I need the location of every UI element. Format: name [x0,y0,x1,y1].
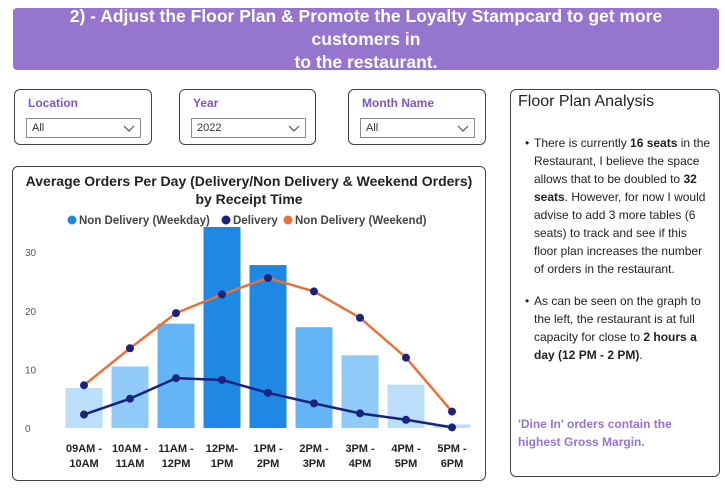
banner-title-line1: 2) - Adjust the Floor Plan & Promote the… [69,5,663,49]
bar-weekday [65,388,103,428]
weekend-point [218,290,226,299]
bullet2-text-1: As can be seen on the graph to the left,… [534,294,701,344]
month-label: Month Name [362,96,434,110]
delivery-point [126,394,134,403]
month-slicer: Month Name All [348,89,486,145]
x-tick-label: 10AM - [112,443,148,455]
weekend-point [448,407,456,416]
weekend-point [126,344,134,353]
legend-label-1: Delivery [233,215,278,227]
year-value: 2022 [197,122,222,134]
location-slicer: Location All [14,89,152,145]
x-tick-label: 4PM - [391,443,421,455]
legend-marker-1 [221,215,231,225]
analysis-bullet-seats: There is currently 16 seats in the Resta… [525,134,711,278]
weekend-point [264,273,272,282]
bullet1-text-2: in the Restaurant, I believe the space a… [534,136,711,186]
bullet1-bold-1: 16 seats [630,136,678,150]
x-tick-label: 1PM - [253,443,283,455]
weekend-point [402,353,410,362]
bar-weekday [203,226,241,428]
bullet1-text-1: There is currently [534,136,631,150]
location-value: All [32,122,45,134]
location-label: Location [28,96,78,110]
chart-title: Average Orders Per Day (Delivery/Non Del… [13,172,485,208]
chevron-down-icon [288,125,300,132]
legend-label-0: Non Delivery (Weekday) [79,215,210,227]
delivery-point [356,409,364,418]
legend-label-2: Non Delivery (Weekend) [295,215,427,227]
x-tick-label: 2PM [257,458,280,470]
x-tick-label: 1PM [211,458,234,470]
analysis-title: Floor Plan Analysis [518,93,655,110]
weekend-point [310,287,318,296]
month-dropdown[interactable]: All [360,118,475,138]
x-tick-label: 4PM [349,458,372,470]
year-dropdown[interactable]: 2022 [191,118,306,138]
month-value: All [366,122,379,134]
year-slicer: Year 2022 [179,89,316,145]
x-tick-label: 12PM- [206,443,239,455]
weekend-point [80,381,88,390]
bullet2-bold-1: 2 hours a day (12 PM - 2 PM) [534,330,697,362]
x-tick-label: 3PM [303,458,326,470]
x-tick-label: 11AM - [158,443,194,455]
x-tick-label: 09AM - [66,443,102,455]
chart-title-line2: by Receipt Time [195,191,303,207]
delivery-point [310,399,318,408]
delivery-point [172,374,180,383]
legend-marker-2 [283,215,293,225]
bar-weekday [295,327,333,428]
x-tick-label: 5PM - [437,443,467,455]
delivery-point [448,423,456,432]
banner-title-line2: to the restaurant. [294,51,438,72]
bullet2-text-2: . [639,348,643,362]
delivery-point [80,410,88,419]
y-tick-label: 0 [25,424,31,435]
bullet1-text-3: . However, for now I would advise to add… [534,190,706,276]
x-tick-label: 2PM - [299,443,329,455]
x-tick-label: 12PM [162,458,191,470]
y-tick-label: 30 [25,248,37,259]
legend-marker-0 [67,215,77,225]
chart-title-line1: Average Orders Per Day (Delivery/Non Del… [25,173,473,189]
orders-chart: Non Delivery (Weekday) Delivery Non Delive… [25,215,471,470]
chevron-down-icon [123,125,135,132]
delivery-point [218,375,226,384]
analysis-bullet-capacity: As can be seen on the graph to the left,… [525,292,711,364]
analysis-bullets: There is currently 16 seats in the Resta… [525,134,711,378]
floor-plan-analysis-panel: Floor Plan Analysis There is currently 1… [510,89,720,477]
chevron-down-icon [457,125,469,132]
y-tick-label: 20 [25,307,37,318]
x-tick-label: 3PM - [345,443,375,455]
header-banner: 2) - Adjust the Floor Plan & Promote the… [13,5,719,72]
x-tick-label: 6PM [441,458,464,470]
x-tick-label: 11AM [116,458,145,470]
delivery-point [402,415,410,424]
delivery-point [264,388,272,397]
location-dropdown[interactable]: All [26,118,141,138]
y-tick-label: 10 [25,365,37,376]
dine-in-highlight: 'Dine In' orders contain the highest Gro… [518,417,672,449]
weekend-point [356,313,364,322]
weekend-point [172,309,180,318]
orders-chart-panel: Average Orders Per Day (Delivery/Non Del… [12,166,486,481]
x-tick-label: 10AM [69,458,98,470]
bullet1-bold-2: 32 seats [534,172,697,204]
x-tick-label: 5PM [395,458,418,470]
year-label: Year [193,96,219,110]
bar-weekday [249,265,287,428]
